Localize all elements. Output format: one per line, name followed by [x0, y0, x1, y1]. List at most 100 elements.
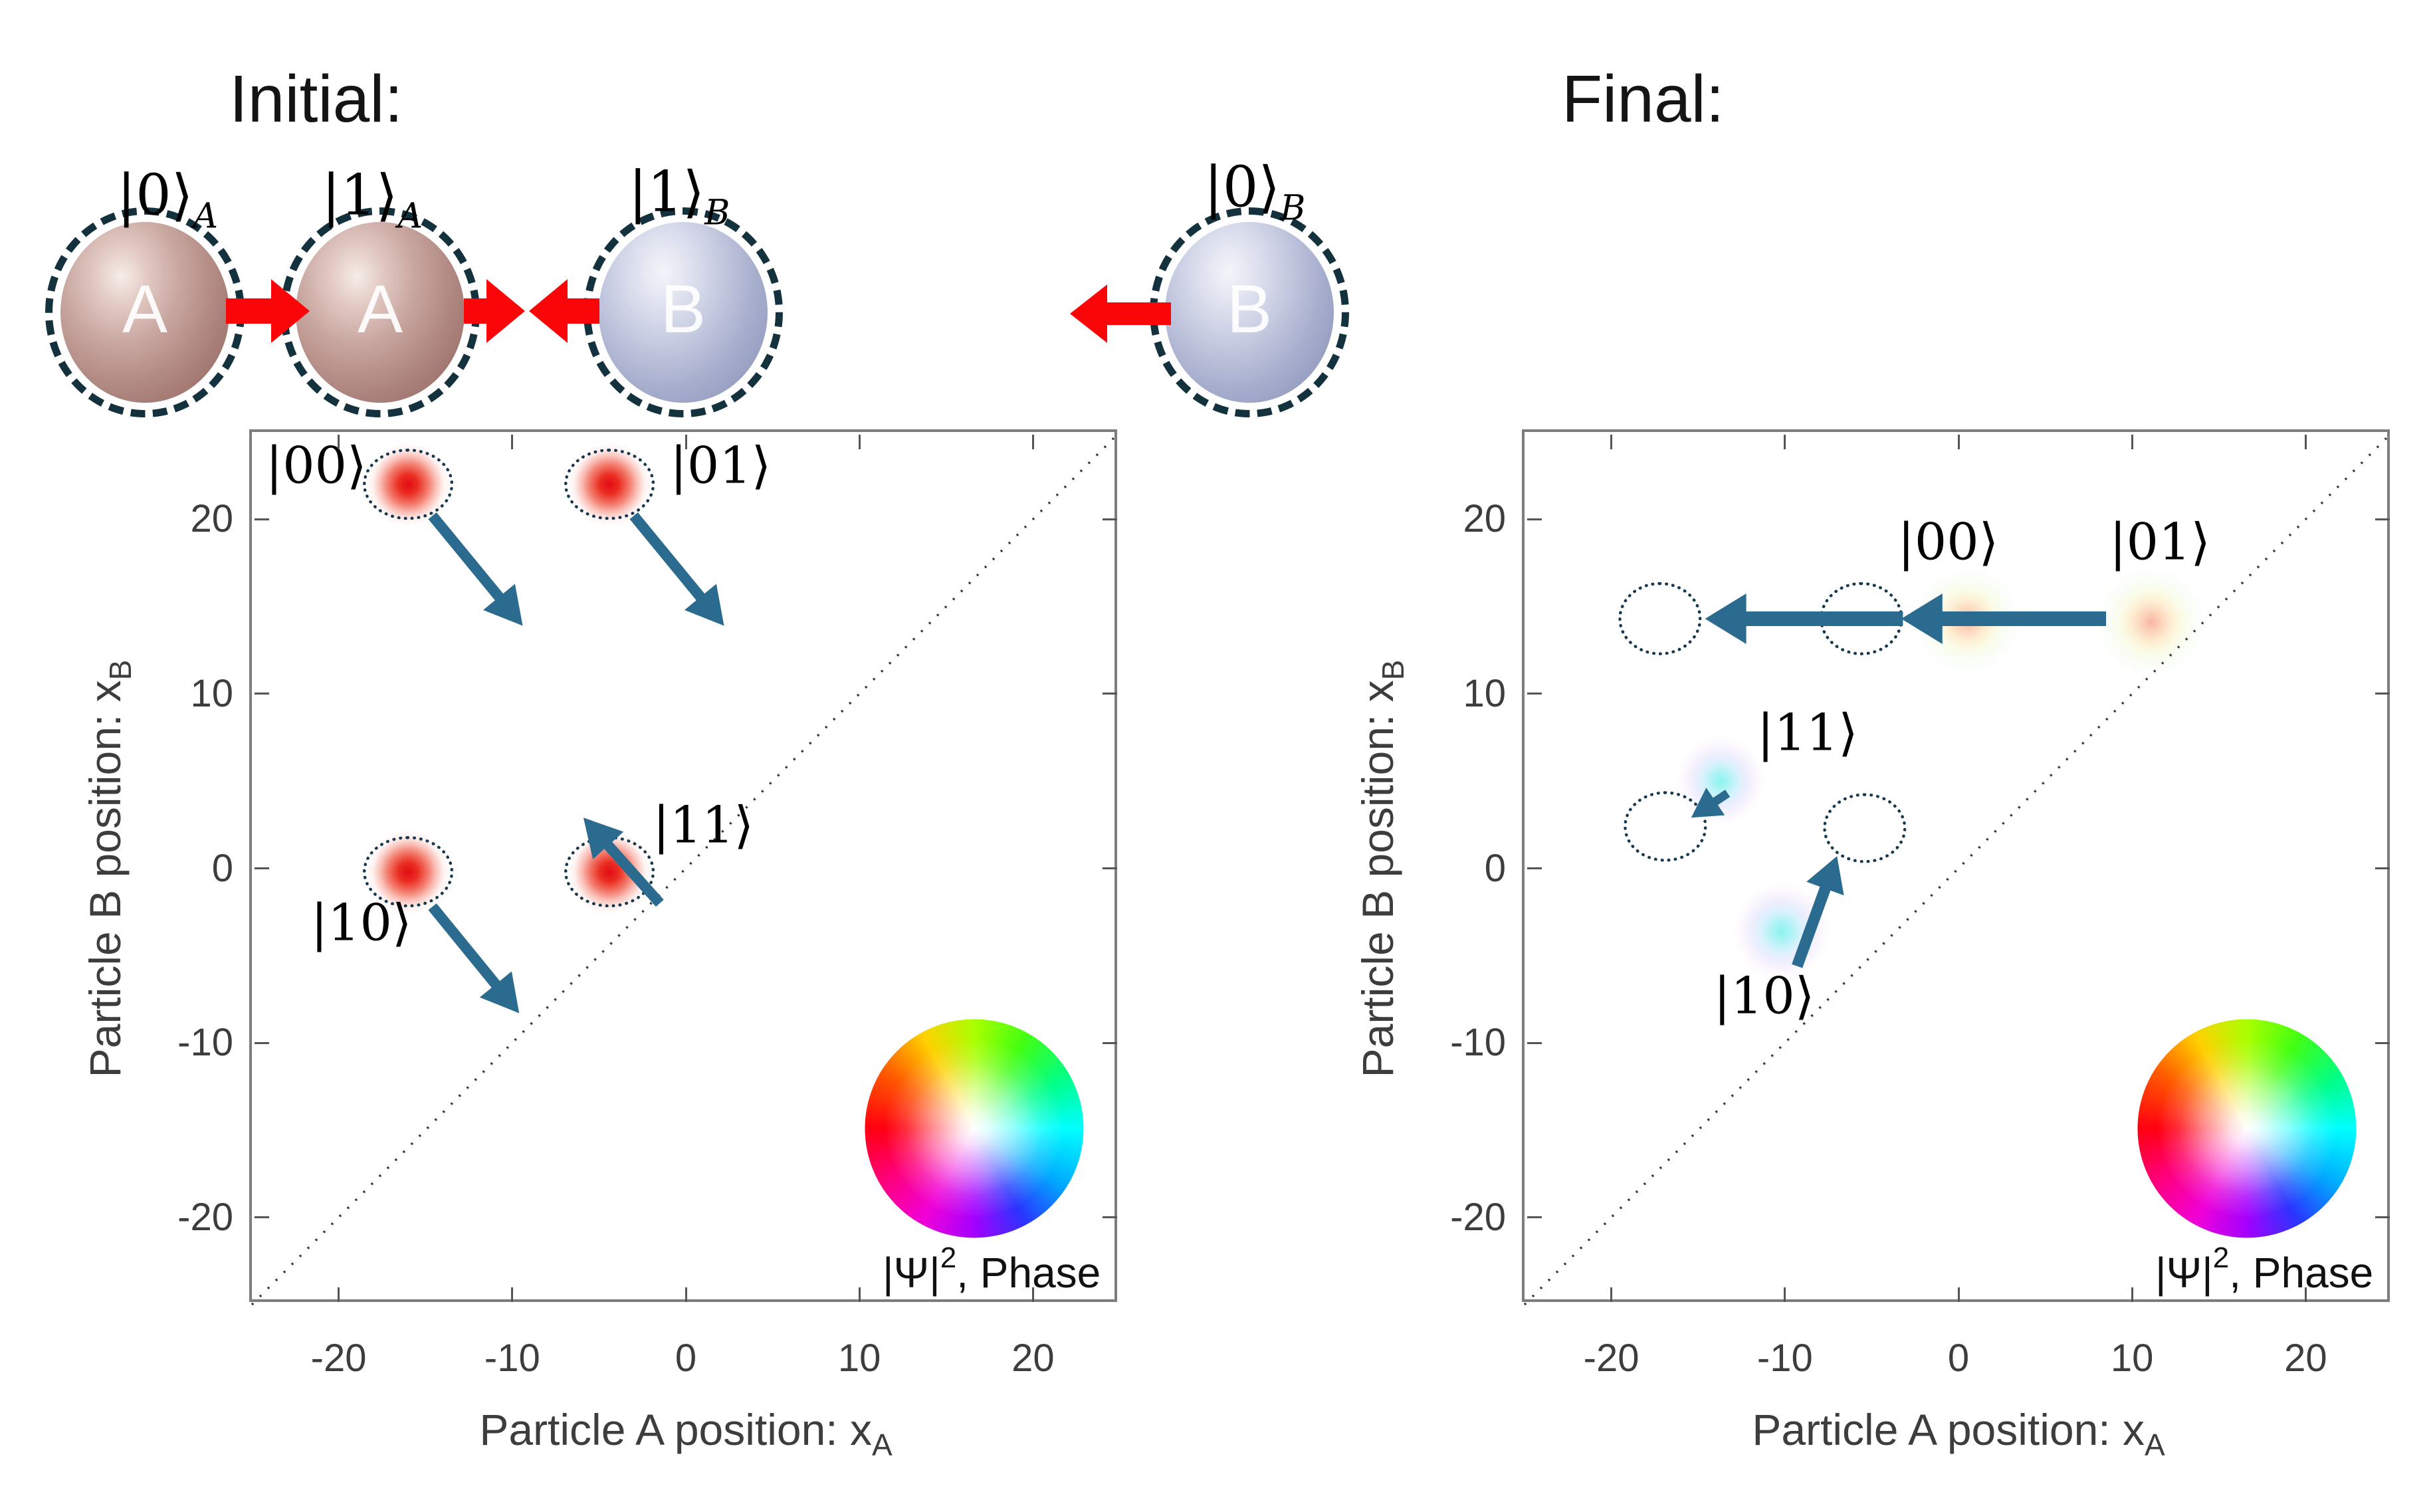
axis-tick-y — [255, 867, 269, 869]
axis-tick-x — [2131, 1287, 2133, 1302]
momentum-arrow-red — [226, 279, 310, 343]
axis-tick-x — [1957, 1287, 1960, 1302]
axis-tick-x — [1610, 435, 1613, 449]
target-ellipse — [1823, 793, 1907, 863]
y-tick-label: 0 — [211, 846, 233, 890]
axis-tick-x — [1031, 1287, 1034, 1302]
motion-arrow — [428, 512, 523, 626]
axis-tick-y — [1103, 1041, 1117, 1044]
y-tick-label: -20 — [177, 1195, 233, 1239]
y-axis-label-text: Particle B position: xB — [80, 659, 138, 1077]
y-tick-label: 10 — [1463, 671, 1506, 715]
heading-final: Final: — [1562, 62, 1725, 136]
wheel-label: |Ψ|2, Phase — [883, 1242, 1101, 1297]
x-tick-label: 10 — [837, 1337, 881, 1380]
motion-arrow — [428, 903, 520, 1014]
state-label: |01⟩ — [2109, 512, 2210, 572]
y-tick-label: 20 — [1463, 497, 1506, 541]
diagonal-line — [251, 431, 1121, 1306]
particle-b: B — [599, 222, 768, 403]
y-tick-label: 20 — [190, 497, 233, 541]
axis-tick-y — [1527, 693, 1542, 695]
y-tick-label: 0 — [1484, 846, 1506, 890]
target-ellipse — [363, 448, 453, 520]
x-tick-label: 10 — [2110, 1337, 2154, 1380]
axis-tick-x — [2304, 435, 2307, 449]
axis-tick-x — [511, 435, 514, 449]
axis-tick-y — [1103, 867, 1117, 869]
motion-arrow — [1705, 594, 1903, 644]
axis-tick-y — [1527, 867, 1542, 869]
particle-letter: B — [660, 270, 706, 347]
axis-tick-x — [685, 1287, 687, 1302]
axis-tick-y — [1103, 1216, 1117, 1219]
x-tick-label: 20 — [2284, 1337, 2327, 1380]
particle-letter: B — [1226, 270, 1273, 347]
state-label: |00⟩ — [1897, 512, 1999, 572]
axis-tick-x — [685, 435, 687, 449]
diagonal-line — [1523, 431, 2394, 1306]
state-label: |11⟩ — [653, 795, 754, 855]
motion-arrow — [629, 512, 724, 626]
axis-tick-y — [2375, 1216, 2390, 1219]
x-tick-label: -20 — [310, 1337, 367, 1380]
motion-arrow — [583, 817, 664, 907]
target-ellipse — [564, 448, 655, 520]
x-axis-label: Particle A position: xA — [479, 1405, 893, 1462]
plot-graphics-layer — [251, 431, 1121, 1306]
axis-tick-x — [511, 1287, 514, 1302]
axis-tick-x — [1957, 435, 1960, 449]
axis-tick-y — [1527, 1216, 1542, 1219]
target-ellipse — [1623, 791, 1707, 861]
motion-arrow — [1901, 594, 2106, 644]
axis-tick-y — [1527, 518, 1542, 520]
particle-letter: A — [357, 270, 403, 347]
x-tick-label: 0 — [1947, 1337, 1970, 1380]
y-axis-label-text: Particle B position: xB — [1353, 659, 1410, 1077]
plot-final: |00⟩ |01⟩ |11⟩ |10⟩ -20 -10 0 10 20 -20 -10 0 10 20 Pa… — [1353, 429, 2394, 1462]
axis-tick-x — [1610, 1287, 1613, 1302]
axis-tick-y — [2375, 867, 2390, 869]
y-tick-label: 10 — [190, 671, 233, 715]
momentum-arrow-red — [529, 279, 599, 343]
x-axis-label: Particle A position: xA — [1752, 1405, 2165, 1462]
x-tick-label: -10 — [1756, 1337, 1813, 1380]
motion-arrow — [1792, 856, 1844, 968]
state-label: |00⟩ — [265, 435, 367, 495]
x-tick-label: 0 — [675, 1337, 697, 1380]
axis-tick-y — [255, 1041, 269, 1044]
axis-tick-x — [1784, 1287, 1786, 1302]
axis-tick-y — [1103, 518, 1117, 520]
axis-tick-y — [255, 518, 269, 520]
particle-a: A — [296, 222, 465, 403]
phase-color-wheel — [2137, 1019, 2357, 1238]
axis-tick-y — [2375, 693, 2390, 695]
ket-state-label: |0⟩A — [116, 162, 219, 237]
axis-tick-x — [858, 1287, 861, 1302]
axis-tick-y — [2375, 1041, 2390, 1044]
x-tick-label: -20 — [1583, 1337, 1640, 1380]
axis-tick-y — [255, 1216, 269, 1219]
axis-tick-x — [2131, 435, 2133, 449]
phase-color-wheel — [865, 1019, 1084, 1238]
ket-state-label: |1⟩A — [321, 162, 423, 237]
plot-graphics-layer — [1523, 431, 2394, 1306]
state-label: |11⟩ — [1756, 702, 1858, 762]
motion-arrow — [1691, 788, 1731, 818]
axis-tick-x — [858, 435, 861, 449]
particle-letter: A — [122, 270, 168, 347]
axis-tick-x — [1031, 435, 1034, 449]
y-tick-label: -20 — [1450, 1195, 1506, 1239]
wheel-label: |Ψ|2, Phase — [2155, 1242, 2374, 1297]
x-tick-label: 20 — [1011, 1337, 1055, 1380]
red-arrows-layer — [226, 279, 1171, 343]
axis-tick-y — [255, 693, 269, 695]
axis-tick-y — [1527, 1041, 1542, 1044]
state-label: |10⟩ — [310, 893, 412, 952]
particle-b: B — [1165, 222, 1334, 403]
particle-a: A — [60, 222, 229, 403]
target-ellipse — [363, 835, 453, 908]
state-label: |10⟩ — [1713, 966, 1815, 1026]
y-tick-label: -10 — [1450, 1021, 1506, 1065]
